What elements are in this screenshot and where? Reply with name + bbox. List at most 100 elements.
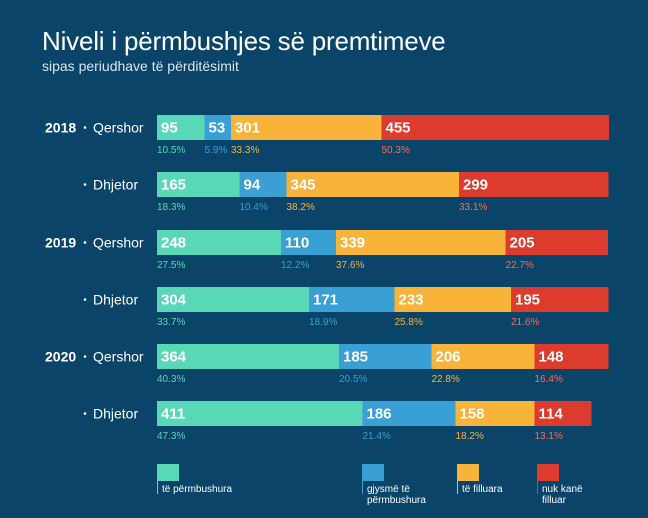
percent-label: 20.5% <box>339 374 367 385</box>
bar-value-label: 171 <box>313 292 338 309</box>
bar-value-label: 195 <box>515 292 540 309</box>
bar-segment <box>431 344 535 369</box>
bar-segment <box>339 344 432 369</box>
percent-label: 50.3% <box>382 145 410 156</box>
row-dot <box>83 183 87 186</box>
chart-title: Niveli i përmbushjes së premtimeve <box>42 26 446 56</box>
legend-label: filluar <box>542 495 567 506</box>
percent-label: 22.8% <box>432 374 460 385</box>
percent-label: 5.9% <box>205 145 228 156</box>
bar-segment <box>286 172 459 197</box>
legend-label: gjysmë të <box>367 484 410 495</box>
percent-label: 16.4% <box>535 374 563 385</box>
period-label: Qershor <box>93 349 144 365</box>
bar-segment <box>511 287 609 312</box>
percent-label: 18.2% <box>456 431 484 442</box>
percent-label: 10.5% <box>157 145 185 156</box>
legend-label: të përmbushura <box>162 484 232 495</box>
bar-segment <box>231 115 382 140</box>
bar-value-label: 110 <box>285 235 309 252</box>
bar-value-label: 455 <box>386 120 411 137</box>
year-label: 2018 <box>45 120 76 136</box>
chart-subtitle: sipas periudhave të përditësimit <box>42 58 239 74</box>
bar-segment <box>381 115 609 140</box>
percent-label: 37.6% <box>336 260 364 271</box>
row-dot <box>83 355 87 358</box>
percent-label: 13.1% <box>535 431 563 442</box>
bar-segment <box>239 172 287 197</box>
percent-label: 18.3% <box>157 202 185 213</box>
period-label: Qershor <box>93 235 144 251</box>
percent-label: 38.2% <box>287 202 315 213</box>
percent-label: 25.8% <box>395 317 423 328</box>
bar-value-label: 53 <box>209 120 226 137</box>
bar-segment <box>157 344 339 369</box>
percent-label: 21.4% <box>363 431 391 442</box>
row-dot <box>83 126 87 129</box>
percent-label: 22.7% <box>506 260 534 271</box>
period-label: Qershor <box>93 120 144 136</box>
bar-value-label: 364 <box>161 349 187 366</box>
bar-segment <box>505 230 608 255</box>
bar-value-label: 339 <box>340 235 365 252</box>
bar-segment <box>534 401 592 426</box>
bar-segment <box>281 230 336 255</box>
percent-label: 33.1% <box>459 202 487 213</box>
bar-segment <box>394 287 511 312</box>
bar-value-label: 186 <box>367 406 392 423</box>
bar-value-label: 233 <box>399 292 424 309</box>
bar-value-label: 158 <box>460 406 485 423</box>
bar-segment <box>309 287 395 312</box>
bar-value-label: 95 <box>161 120 178 137</box>
period-label: Dhjetor <box>93 292 138 308</box>
year-label: 2019 <box>45 235 76 251</box>
bar-value-label: 411 <box>161 406 185 423</box>
bar-segment <box>157 401 363 426</box>
period-label: Dhjetor <box>93 177 138 193</box>
bar-value-label: 148 <box>539 349 564 366</box>
legend-swatch <box>157 464 179 481</box>
bar-segment <box>336 230 506 255</box>
percent-label: 12.2% <box>281 260 309 271</box>
percent-label: 47.3% <box>157 431 185 442</box>
bar-segment <box>362 401 456 426</box>
period-label: Dhjetor <box>93 406 138 422</box>
percent-label: 10.4% <box>240 202 268 213</box>
bar-segment <box>157 172 240 197</box>
bar-value-label: 301 <box>235 120 260 137</box>
bar-segment <box>157 230 281 255</box>
row-dot <box>83 412 87 415</box>
bar-segment <box>157 287 309 312</box>
legend-label: përmbushura <box>367 495 426 506</box>
percent-label: 21.6% <box>511 317 539 328</box>
row-dot <box>83 241 87 244</box>
legend-label: të filluara <box>462 484 503 495</box>
bar-value-label: 94 <box>244 177 261 194</box>
row-dot <box>83 298 87 301</box>
bar-value-label: 114 <box>539 406 564 423</box>
bar-segment <box>157 115 205 140</box>
legend-swatch <box>537 464 559 481</box>
bar-segment <box>455 401 535 426</box>
percent-label: 18.9% <box>309 317 337 328</box>
bar-value-label: 185 <box>343 349 368 366</box>
percent-label: 33.7% <box>157 317 185 328</box>
percent-label: 27.5% <box>157 260 185 271</box>
bar-value-label: 299 <box>463 177 488 194</box>
bar-segment <box>534 344 609 369</box>
bar-value-label: 165 <box>161 177 186 194</box>
bar-value-label: 304 <box>161 292 187 309</box>
percent-label: 33.3% <box>231 145 259 156</box>
percent-label: 40.3% <box>157 374 185 385</box>
legend-swatch <box>362 464 384 481</box>
bar-segment <box>459 172 609 197</box>
bar-value-label: 205 <box>510 235 535 252</box>
bar-value-label: 248 <box>161 235 186 252</box>
bar-segment <box>204 115 231 140</box>
legend-swatch <box>457 464 479 481</box>
bar-value-label: 345 <box>291 177 316 194</box>
legend-label: nuk kanë <box>542 484 583 495</box>
bar-value-label: 206 <box>436 349 461 366</box>
year-label: 2020 <box>45 349 76 365</box>
